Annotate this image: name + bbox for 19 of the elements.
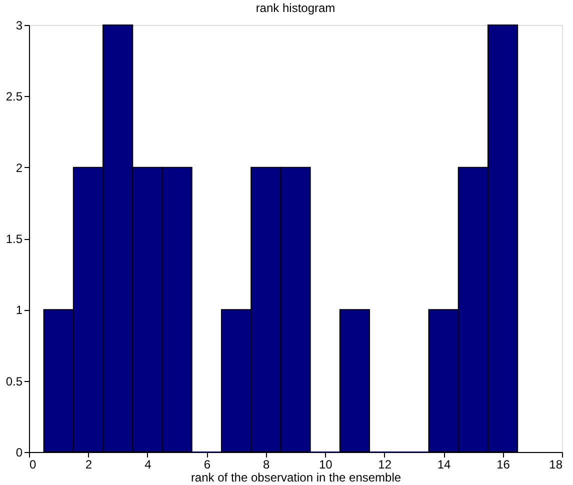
y-tick-label: 2.5 — [6, 90, 23, 104]
x-tick-label: 18 — [549, 458, 563, 472]
y-tick-label: 1 — [16, 303, 23, 318]
y-tick-label: 2 — [16, 160, 23, 175]
x-tick-label: 12 — [378, 458, 392, 472]
x-axis-title: rank of the observation in the ensemble — [190, 470, 402, 484]
x-tick-label: 6 — [204, 458, 211, 472]
x-tick-label: 4 — [144, 458, 152, 472]
x-tick-label: 16 — [496, 458, 510, 472]
y-tick-label: 1.5 — [6, 232, 23, 246]
x-tick-label: 8 — [263, 458, 270, 472]
y-tick-label: 3 — [16, 18, 23, 32]
x-tick-label: 14 — [437, 458, 452, 472]
chart-title: rank histogram — [256, 1, 336, 15]
x-tick-label: 10 — [318, 458, 333, 472]
x-tick-label: 2 — [85, 458, 92, 472]
x-tick-label: 0 — [30, 458, 36, 472]
y-tick-label: 0.5 — [6, 374, 23, 388]
y-tick-label: 0 — [16, 446, 23, 460]
